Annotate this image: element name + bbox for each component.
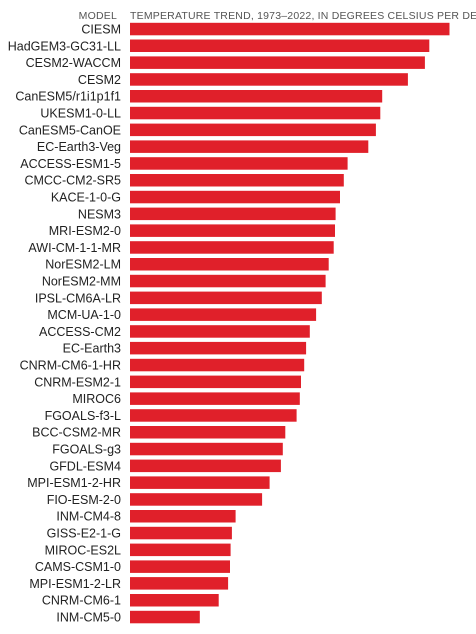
bar [130,375,301,389]
category-labels: CIESM HadGEM3-GC31-LL CESM2-WACCM CESM2 CanE… [8,23,121,625]
category-label: KACE-1-0-G [51,191,121,205]
category-label: NorESM2-MM [42,275,121,289]
bar [130,22,450,36]
category-label: MCM-UA-1-0 [47,308,121,322]
bar [130,510,236,523]
bar [130,308,317,321]
bar [130,123,376,137]
category-label: CESM2-WACCM [26,56,121,70]
bar [130,493,263,506]
category-label: FGOALS-g3 [52,443,121,457]
model-column-header: MODEL [79,10,117,22]
bar [130,358,305,372]
bar [130,241,334,254]
category-label: CNRM-ESM2-1 [34,375,121,389]
bar [130,341,307,355]
category-label: EC-Earth3-Veg [37,140,121,154]
bar [130,577,229,590]
bar [130,409,297,422]
bar [130,258,329,271]
bar [130,73,408,86]
bar [130,543,231,557]
category-label: FIO-ESM-2-0 [47,493,121,507]
bar [130,39,430,52]
category-label: CIESM [81,23,121,37]
category-label: CAMS-CSM1-0 [35,560,121,574]
category-label: MPI-ESM1-2-LR [29,577,121,591]
bar [130,560,230,573]
bars [130,22,450,624]
category-label: GFDL-ESM4 [49,459,121,473]
category-label: ACCESS-CM2 [39,325,121,339]
category-label: NorESM2-LM [45,258,121,272]
bar [130,56,425,69]
bar [130,594,219,607]
category-label: CESM2 [78,73,121,87]
bar [130,459,281,473]
bar [130,190,340,204]
category-label: NESM3 [78,207,121,221]
category-label: INM-CM5-0 [56,611,121,625]
category-label: UKESM1-0-LL [40,107,121,121]
bar [130,476,270,489]
category-label: CanESM5-CanOE [19,123,121,137]
category-label: INM-CM4-8 [56,510,121,524]
category-label: HadGEM3-GC31-LL [8,39,121,53]
bar [130,392,300,405]
category-label: MIROC-ES2L [45,543,121,557]
bar [130,610,200,624]
category-label: AWI-CM-1-1-MR [28,241,121,255]
bar [130,526,232,540]
category-label: FGOALS-f3-L [45,409,121,423]
bar [130,325,310,338]
bar [130,207,336,221]
bar [130,157,348,170]
bar [130,224,335,237]
category-label: EC-Earth3 [63,342,121,356]
category-label: CanESM5/r1i1p1f1 [15,90,121,104]
category-label: CNRM-CM6-1-HR [20,359,121,373]
category-label: IPSL-CM6A-LR [35,291,121,305]
category-label: GISS-E2-1-G [47,527,121,541]
bar [130,426,286,439]
category-label: CNRM-CM6-1 [42,594,121,608]
bar [130,140,369,153]
category-label: MIROC6 [72,392,121,406]
category-label: BCC-CSM2-MR [32,426,121,440]
bar [130,174,344,187]
category-label: MPI-ESM1-2-HR [27,476,121,490]
bar [130,442,283,456]
bar [130,274,326,288]
category-label: MRI-ESM2-0 [49,224,121,238]
bar [130,90,383,103]
chart-title: TEMPERATURE TREND, 1973–2022, IN DEGREES… [130,10,476,22]
bar [130,291,322,305]
bar [130,106,381,120]
category-label: ACCESS-ESM1-5 [20,157,121,171]
category-label: CMCC-CM2-SR5 [24,174,121,188]
